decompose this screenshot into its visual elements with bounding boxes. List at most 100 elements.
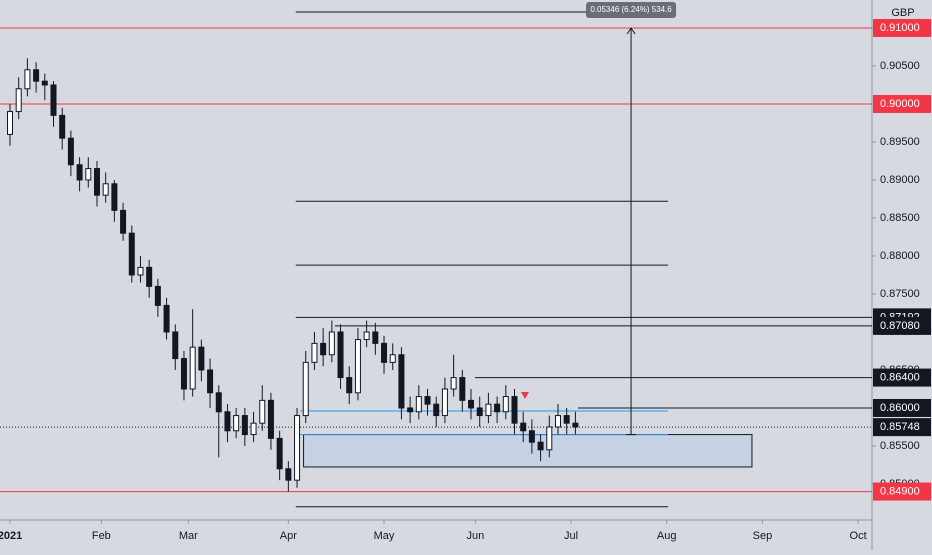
candle-body (468, 399, 475, 409)
candle-body (111, 183, 118, 211)
candle-body (311, 342, 318, 363)
x-tick-label: May (374, 530, 395, 542)
zone (303, 434, 753, 468)
candle-body (24, 69, 31, 90)
candle-body (459, 377, 466, 401)
candle-body (528, 430, 535, 443)
candle-body (146, 266, 153, 287)
currency: GBP (891, 7, 914, 19)
candle-body (389, 354, 396, 363)
candle-body (224, 411, 231, 432)
candle-body (441, 388, 448, 417)
x-tick-label: 2021 (0, 530, 22, 542)
candle-body (259, 399, 266, 424)
price-label-bg (873, 398, 931, 417)
price-label: 0.84900 (880, 485, 920, 497)
candle-body (59, 114, 66, 139)
y-tick-label: 0.88000 (880, 250, 920, 262)
candle-body (41, 80, 48, 86)
candle-body (276, 437, 283, 470)
candle-body (407, 407, 414, 413)
x-tick-label: Mar (179, 530, 198, 542)
price-label: 0.91000 (880, 22, 920, 34)
y-tick-label: 0.90500 (880, 60, 920, 72)
candle-body (50, 84, 57, 116)
candle-body (572, 422, 579, 428)
candle-body (15, 88, 22, 113)
candle-body (450, 377, 457, 390)
candle-body (302, 361, 309, 417)
price-label: 0.85748 (880, 421, 920, 433)
candle-body (433, 403, 440, 417)
candle-body (180, 358, 187, 390)
price-label: 0.87080 (880, 320, 920, 332)
candle-body (67, 137, 74, 166)
x-tick-label: Jul (564, 530, 578, 542)
candle-body (381, 342, 388, 363)
price-label-bg (873, 368, 931, 387)
price-label: 0.86400 (880, 371, 920, 383)
x-tick-label: Oct (850, 530, 867, 542)
candle-body (328, 331, 335, 356)
price-label-bg (873, 418, 931, 437)
candle-body (154, 285, 161, 306)
measure-arrowhead (626, 27, 636, 35)
price-label-bg (873, 94, 931, 113)
price-label-bg (873, 18, 931, 37)
candle-body (398, 354, 405, 409)
y-tick-label: 0.89000 (880, 174, 920, 186)
candle-body (354, 339, 361, 394)
candle-body (346, 377, 353, 394)
candle-body (102, 183, 109, 196)
candle-body (267, 399, 274, 439)
candle-body (128, 232, 135, 276)
y-tick-label: 0.89500 (880, 136, 920, 148)
y-tick-label: 0.87500 (880, 288, 920, 300)
candle-body (85, 168, 92, 181)
candle-body (93, 168, 100, 196)
candle-body (485, 403, 492, 417)
x-tick-label: Apr (280, 530, 297, 542)
price-label-bg (873, 316, 931, 335)
candle-body (554, 415, 561, 428)
candle-body (294, 415, 301, 481)
candle-body (563, 415, 570, 424)
candle-body (337, 331, 344, 379)
candle-body (372, 331, 379, 344)
candle-body (120, 209, 127, 234)
candle-body (33, 69, 40, 82)
candle-body (537, 441, 544, 451)
candle-body (494, 403, 501, 413)
candle-body (502, 396, 509, 413)
candle-body (363, 331, 370, 341)
candle-body (511, 396, 518, 424)
y-tick-label: 0.85500 (880, 440, 920, 452)
marker (521, 392, 529, 399)
candle-body (320, 342, 327, 356)
candle-body (207, 369, 214, 394)
price-label: 0.86000 (880, 402, 920, 414)
candle-body (546, 426, 553, 451)
candle-body (285, 468, 292, 481)
measure-label-bg (586, 2, 677, 18)
x-tick-label: Jun (466, 530, 484, 542)
candle-body (241, 415, 248, 436)
candle-body (415, 396, 422, 413)
candle-body (137, 266, 144, 276)
measure-label: 0.05346 (6.24%) 534.6 (590, 5, 672, 14)
candle-body (172, 331, 179, 360)
y-tick-label: 0.88500 (880, 212, 920, 224)
candle-body (215, 392, 222, 413)
candle-body (189, 346, 196, 390)
candle-body (520, 422, 527, 432)
candle-body (163, 304, 170, 333)
candle-body (76, 164, 83, 181)
candle-body (7, 111, 14, 135)
candle-body (250, 422, 257, 436)
price-label: 0.90000 (880, 98, 920, 110)
x-tick-label: Feb (92, 530, 111, 542)
price-label-bg (873, 482, 931, 501)
x-tick-label: Sep (753, 530, 773, 542)
candle-body (476, 407, 483, 417)
